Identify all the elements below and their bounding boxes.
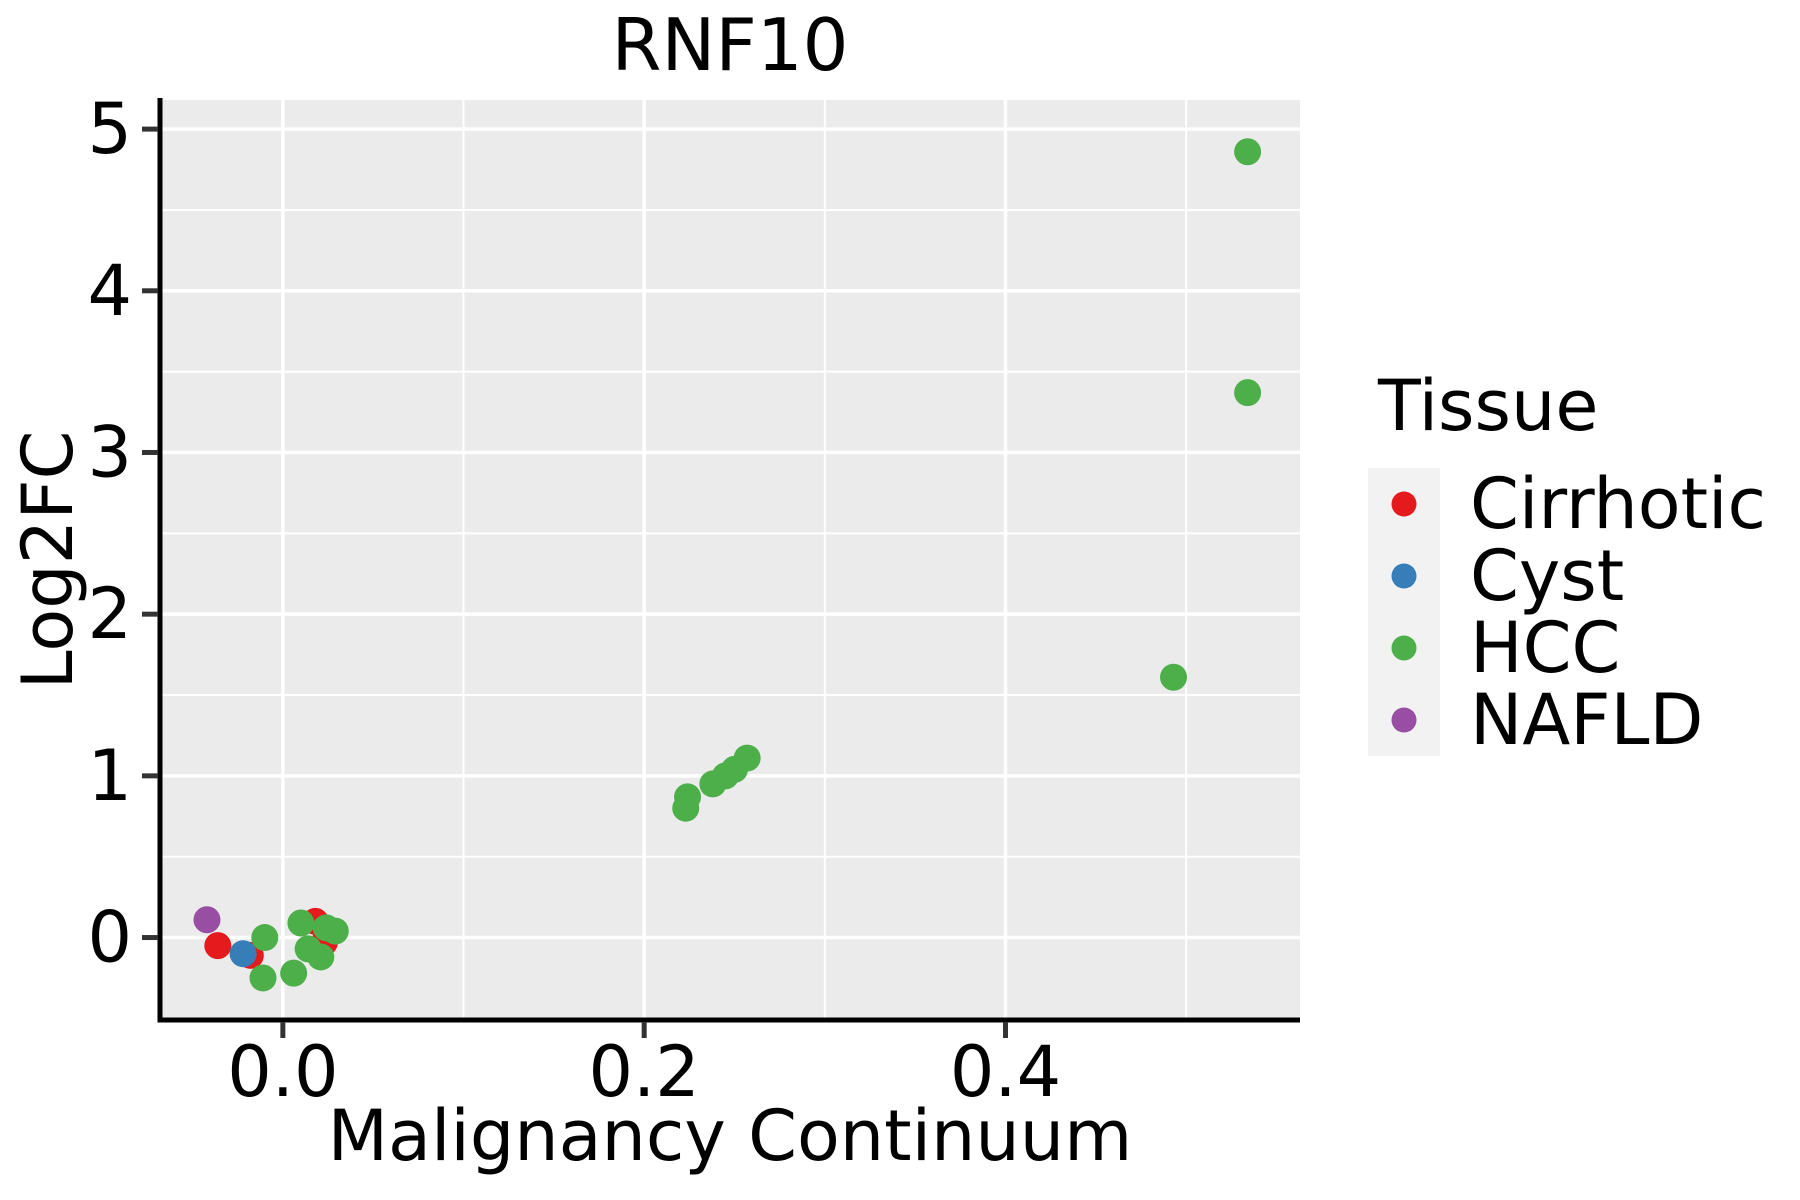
- data-point-hcc: [294, 935, 322, 963]
- data-point-cyst: [229, 940, 257, 968]
- data-point-hcc: [287, 909, 315, 937]
- y-tick-label: 4: [87, 250, 132, 332]
- legend-item-label: Cyst: [1470, 535, 1624, 617]
- legend-item-label: HCC: [1470, 607, 1620, 689]
- legend-item-cirrhotic: Cirrhotic: [1368, 463, 1766, 545]
- series-hcc: [249, 138, 1262, 992]
- y-tick-label: 3: [87, 411, 132, 493]
- plot-title: RNF10: [612, 3, 849, 87]
- x-axis-title: Malignancy Continuum: [328, 1095, 1133, 1177]
- y-axis-title: Log2FC: [7, 431, 89, 690]
- legend-item-cyst: Cyst: [1368, 535, 1624, 617]
- y-tick-label: 2: [87, 573, 132, 655]
- y-tick-label: 1: [87, 735, 132, 817]
- data-point-hcc: [251, 924, 279, 952]
- x-tick-label: 0.4: [950, 1031, 1061, 1113]
- y-tick-label: 0: [87, 897, 132, 979]
- x-tick-label: 0.0: [227, 1031, 338, 1113]
- legend-key-dot: [1391, 635, 1417, 661]
- data-point-hcc: [1234, 379, 1262, 407]
- data-point-hcc: [249, 964, 277, 992]
- data-point-hcc: [312, 914, 340, 942]
- legend-item-nafld: NAFLD: [1368, 679, 1703, 761]
- legend-item-label: NAFLD: [1470, 679, 1703, 761]
- data-point-nafld: [193, 906, 221, 934]
- points-layer: [193, 138, 1262, 992]
- data-point-cirrhotic: [204, 932, 232, 960]
- legend-key-dot: [1391, 491, 1417, 517]
- data-point-hcc: [280, 959, 308, 987]
- plot-panel: [160, 100, 1300, 1020]
- data-point-hcc: [1160, 663, 1188, 691]
- legend-item-label: Cirrhotic: [1470, 463, 1766, 545]
- legend-item-hcc: HCC: [1368, 607, 1620, 689]
- y-tick-label: 5: [87, 88, 132, 170]
- x-tick-label: 0.2: [589, 1031, 700, 1113]
- legend-title: Tissue: [1377, 365, 1598, 447]
- axes: 0 1 2 3 4 5 0.0 0.2 0.4: [87, 88, 1061, 1113]
- legend-key-dot: [1391, 563, 1417, 589]
- data-point-hcc: [699, 770, 727, 798]
- legend-key-dot: [1391, 707, 1417, 733]
- series-nafld: [193, 906, 221, 934]
- data-point-hcc: [672, 794, 700, 822]
- data-point-hcc: [1234, 138, 1262, 166]
- series-cyst: [229, 940, 257, 968]
